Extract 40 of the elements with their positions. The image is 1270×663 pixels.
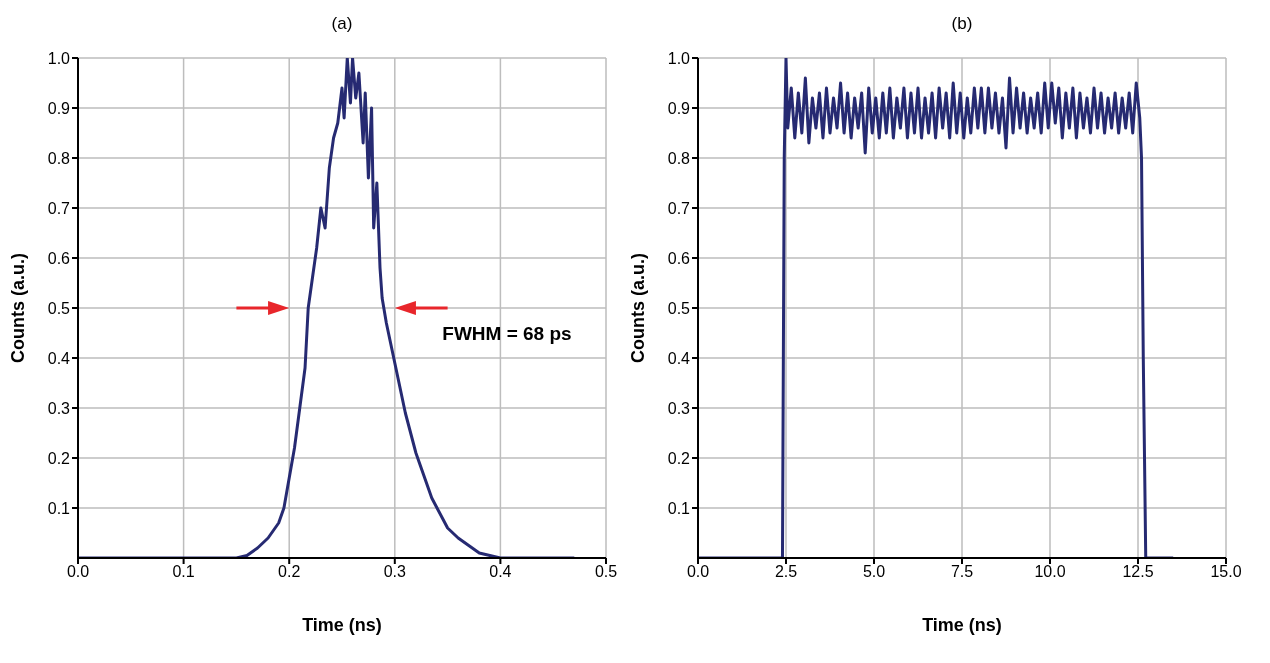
y-tick-label: 0.4 bbox=[667, 349, 691, 367]
x-tick-label: 0.0 bbox=[66, 563, 90, 581]
x-axis-title: Time (ns) bbox=[302, 614, 382, 635]
y-tick-label: 0.4 bbox=[47, 349, 71, 367]
x-tick-label: 0.3 bbox=[383, 563, 407, 581]
x-tick-label: 0.4 bbox=[489, 563, 512, 581]
y-tick-label: 0.2 bbox=[667, 449, 691, 467]
y-tick-label: 0.3 bbox=[47, 399, 71, 417]
x-tick-label: 0.0 bbox=[686, 563, 710, 581]
y-tick-label: 0.6 bbox=[47, 249, 71, 267]
y-tick-label: 0.1 bbox=[47, 499, 71, 517]
x-tick-label: 0.2 bbox=[278, 563, 301, 581]
y-axis-title: Counts (a.u.) bbox=[8, 253, 29, 363]
chart-title: (b) bbox=[950, 14, 974, 34]
y-tick-label: 0.8 bbox=[667, 149, 691, 167]
y-tick-label: 0.5 bbox=[47, 299, 71, 317]
y-tick-label: 0.6 bbox=[667, 249, 691, 267]
y-tick-label: 0.3 bbox=[667, 399, 691, 417]
x-tick-label: 10.0 bbox=[1034, 563, 1066, 581]
y-tick-label: 0.8 bbox=[47, 149, 71, 167]
y-tick-label: 0.7 bbox=[667, 199, 691, 217]
y-tick-label: 0.9 bbox=[667, 99, 691, 117]
chart-title: (a) bbox=[330, 14, 354, 34]
y-tick-label: 0.7 bbox=[47, 199, 71, 217]
x-tick-label: 2.5 bbox=[774, 563, 798, 581]
y-tick-label: 1.0 bbox=[47, 49, 71, 67]
y-tick-label: 0.2 bbox=[47, 449, 71, 467]
y-tick-label: 0.9 bbox=[47, 99, 71, 117]
x-tick-label: 15.0 bbox=[1210, 563, 1242, 581]
x-tick-label: 5.0 bbox=[862, 563, 886, 581]
y-tick-label: 1.0 bbox=[667, 49, 691, 67]
annotation: FWHM = 68 ps bbox=[442, 323, 572, 345]
y-tick-label: 0.5 bbox=[667, 299, 691, 317]
y-tick-label: 0.1 bbox=[667, 499, 691, 517]
x-axis-title: Time (ns) bbox=[922, 614, 1002, 635]
y-axis-title: Counts (a.u.) bbox=[628, 253, 649, 363]
x-tick-label: 0.5 bbox=[594, 563, 618, 581]
x-tick-label: 7.5 bbox=[950, 563, 974, 581]
x-tick-label: 12.5 bbox=[1122, 563, 1154, 581]
x-tick-label: 0.1 bbox=[172, 563, 195, 581]
